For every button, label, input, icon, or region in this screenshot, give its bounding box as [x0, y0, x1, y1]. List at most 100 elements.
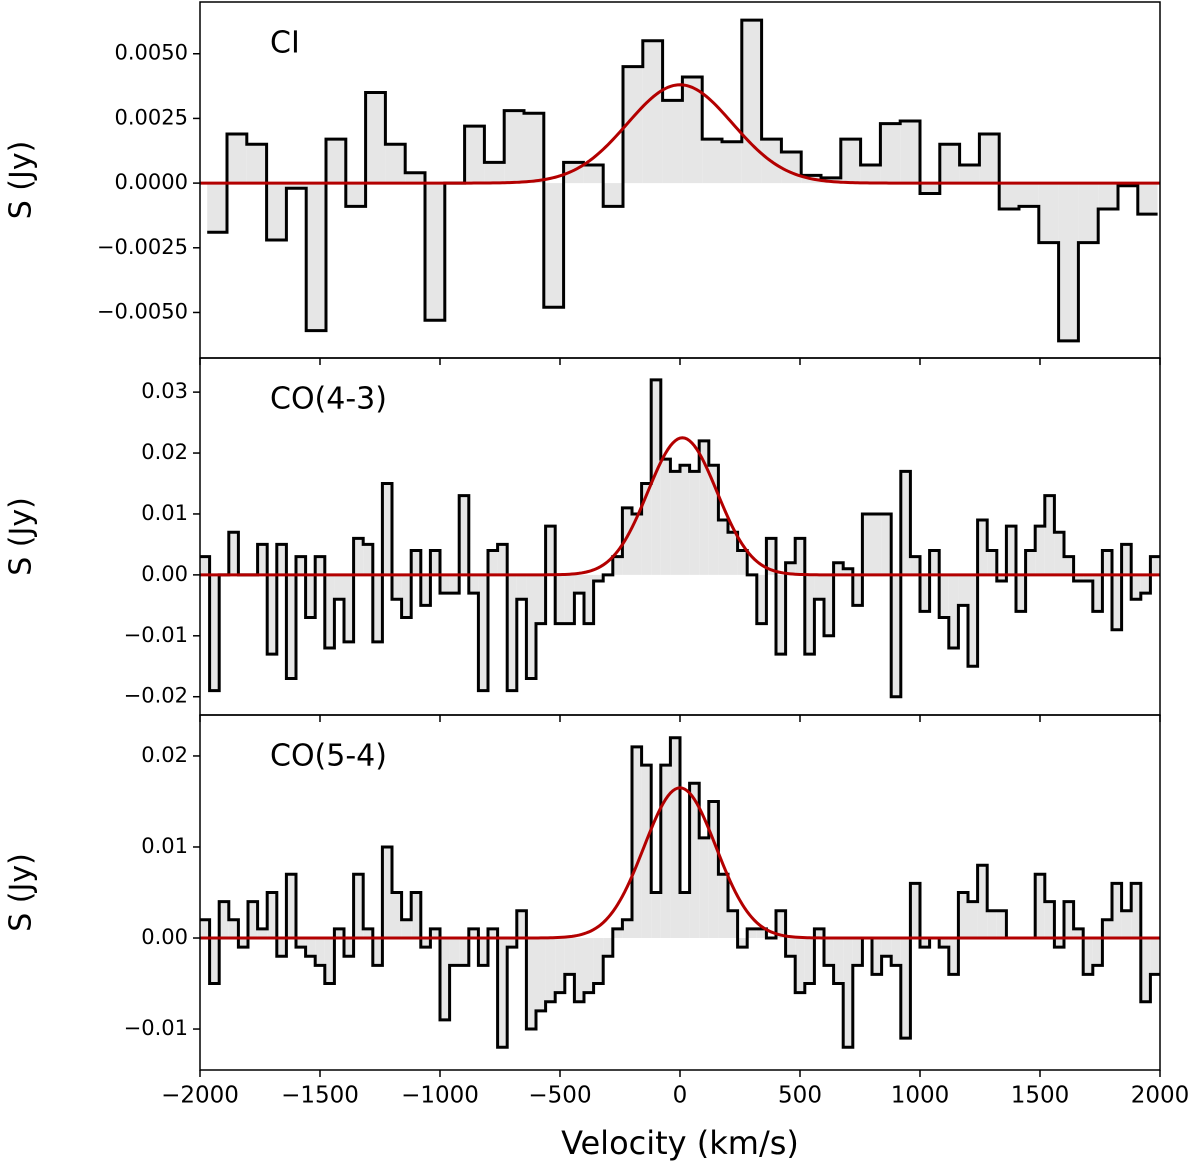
y-tick-label: 0.00	[141, 925, 188, 949]
bar	[385, 144, 406, 184]
bar	[881, 513, 892, 575]
bar	[737, 938, 748, 948]
bar	[968, 574, 978, 667]
bar	[660, 765, 671, 939]
bar	[1112, 574, 1122, 630]
bar	[276, 938, 287, 957]
bar	[795, 538, 805, 575]
panel-label: CO(4-3)	[270, 382, 387, 417]
bar	[862, 513, 872, 575]
bar	[238, 938, 248, 948]
bar	[382, 846, 392, 939]
bar	[1137, 183, 1158, 215]
bar	[900, 938, 911, 1039]
bar	[929, 550, 940, 575]
bar	[680, 892, 690, 939]
bar	[504, 110, 524, 184]
bar	[228, 532, 239, 575]
panel-label: CO(5-4)	[270, 739, 387, 774]
bar	[1150, 556, 1160, 575]
x-tick-label: −2000	[161, 1083, 239, 1109]
bar	[662, 100, 683, 184]
x-axis-label: Velocity (km/s)	[561, 1124, 799, 1162]
bar	[405, 172, 425, 184]
bar	[344, 938, 354, 957]
bar	[353, 538, 364, 575]
bar	[1102, 550, 1112, 575]
bar	[1025, 550, 1036, 575]
bar	[840, 139, 861, 184]
bar	[824, 938, 834, 966]
bar	[651, 379, 661, 575]
bar	[641, 765, 652, 939]
bar	[488, 550, 498, 575]
bar	[497, 938, 508, 1048]
x-tick-label: 1000	[891, 1083, 950, 1109]
bar	[326, 139, 346, 184]
bar	[1035, 526, 1045, 575]
bar	[363, 928, 373, 939]
bar	[741, 20, 762, 184]
y-tick-label: 0.01	[141, 501, 188, 525]
bar	[776, 910, 786, 939]
bar	[200, 919, 210, 939]
bar	[766, 538, 776, 575]
bar	[334, 574, 344, 600]
bar	[1073, 928, 1084, 939]
bar	[1038, 183, 1059, 243]
bar	[1121, 544, 1132, 575]
bar	[722, 141, 742, 184]
bar	[1131, 574, 1141, 600]
bar	[603, 183, 623, 207]
bar	[411, 892, 421, 939]
bar	[545, 526, 556, 575]
bar	[1140, 938, 1151, 1002]
bar	[977, 520, 988, 575]
bar	[564, 938, 575, 975]
bar	[632, 513, 642, 575]
bar	[1140, 574, 1151, 594]
bar	[680, 465, 690, 575]
x-tick-label: −1500	[281, 1083, 359, 1109]
bar	[880, 123, 901, 184]
bar	[1016, 574, 1026, 612]
bar	[425, 183, 445, 321]
bar	[920, 938, 930, 948]
bar	[996, 574, 1007, 581]
bar	[852, 574, 863, 606]
bar	[516, 574, 527, 600]
bar	[747, 928, 757, 939]
bar	[670, 737, 680, 939]
bar	[484, 162, 505, 184]
bar	[543, 183, 564, 308]
bar	[219, 901, 229, 939]
panel-label: CI	[270, 26, 300, 61]
bar	[507, 938, 517, 948]
bar	[1058, 183, 1079, 341]
x-tick-label: −500	[528, 1083, 591, 1109]
bar	[833, 938, 844, 984]
bar	[1073, 574, 1084, 581]
step-line	[200, 736, 1160, 1049]
bar	[593, 574, 604, 581]
bar	[781, 152, 802, 184]
bar	[526, 574, 536, 679]
bar	[776, 574, 786, 655]
bar	[536, 938, 546, 1011]
bar	[430, 550, 440, 575]
bar	[920, 183, 940, 194]
bar	[860, 164, 881, 184]
bar	[718, 874, 728, 939]
bar	[939, 574, 949, 618]
bar	[449, 574, 460, 594]
bar	[464, 126, 485, 184]
bar	[1064, 901, 1074, 939]
bar	[682, 77, 703, 184]
x-tick-label: −1000	[401, 1083, 479, 1109]
x-tick-label: 2000	[1131, 1083, 1190, 1109]
bar	[248, 901, 258, 939]
bar	[209, 938, 220, 984]
y-axis-label: S (Jy)	[4, 141, 39, 220]
bar	[612, 928, 623, 939]
bar	[958, 892, 968, 939]
